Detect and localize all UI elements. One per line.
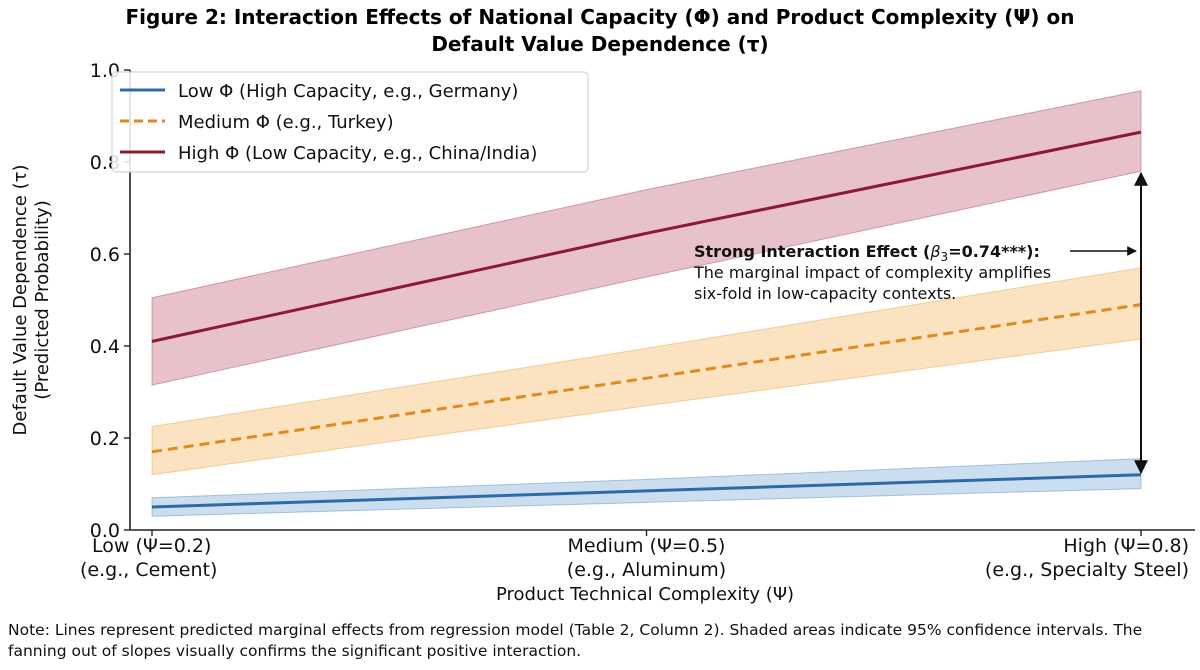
ci-band-high-phi xyxy=(151,90,1142,386)
legend: Low Φ (High Capacity, e.g., Germany) Med… xyxy=(111,71,589,173)
x-tick-sublabel: (e.g., Aluminum) xyxy=(567,559,726,581)
y-tick-label: 0.6 xyxy=(90,244,120,266)
y-tick-label: 0.0 xyxy=(90,520,120,542)
y-ticks: 0.00.20.40.60.81.0 xyxy=(90,60,130,542)
interaction-chart: Figure 2: Interaction Effects of Nationa… xyxy=(10,5,1195,605)
legend-label-low-phi: Low Φ (High Capacity, e.g., Germany) xyxy=(178,81,518,102)
x-tick-label: High (Ψ=0.8) xyxy=(1063,535,1189,557)
series-lines xyxy=(151,130,1142,509)
chart-title-line-2: Default Value Dependence (τ) xyxy=(431,32,768,56)
legend-label-high-phi: High Φ (Low Capacity, e.g., China/India) xyxy=(178,143,537,164)
confidence-bands xyxy=(151,90,1142,517)
x-axis-label: Product Technical Complexity (Ψ) xyxy=(496,584,794,605)
y-axis-label-line-1: Default Value Dependence (τ) xyxy=(10,165,31,436)
annotation-heading: Strong Interaction Effect (β3=0.74***): xyxy=(694,242,1040,264)
annotation-line-3: six-fold in low-capacity contexts. xyxy=(694,284,956,303)
ci-band-low-phi xyxy=(151,458,1142,517)
x-tick-sublabel: (e.g., Cement) xyxy=(80,559,217,581)
interaction-annotation: Strong Interaction Effect (β3=0.74***): … xyxy=(693,171,1148,475)
figure-note: Note: Lines represent predicted marginal… xyxy=(8,621,1143,660)
y-tick-label: 0.2 xyxy=(90,428,120,450)
x-tick-label: Medium (Ψ=0.5) xyxy=(568,535,726,557)
legend-label-medium-phi: Medium Φ (e.g., Turkey) xyxy=(178,112,394,133)
chart-title-line-1: Figure 2: Interaction Effects of Nationa… xyxy=(125,5,1074,29)
x-tick-label: Low (Ψ=0.2) xyxy=(92,535,211,557)
y-tick-label: 0.4 xyxy=(90,336,120,358)
x-ticks: Low (Ψ=0.2)(e.g., Cement)Medium (Ψ=0.5)(… xyxy=(80,530,1189,581)
annotation-line-2: The marginal impact of complexity amplif… xyxy=(693,263,1051,282)
y-axis-label-line-2: (Predicted Probability) xyxy=(32,200,53,399)
x-tick-sublabel: (e.g., Specialty Steel) xyxy=(985,559,1189,581)
legend-box xyxy=(111,71,589,173)
